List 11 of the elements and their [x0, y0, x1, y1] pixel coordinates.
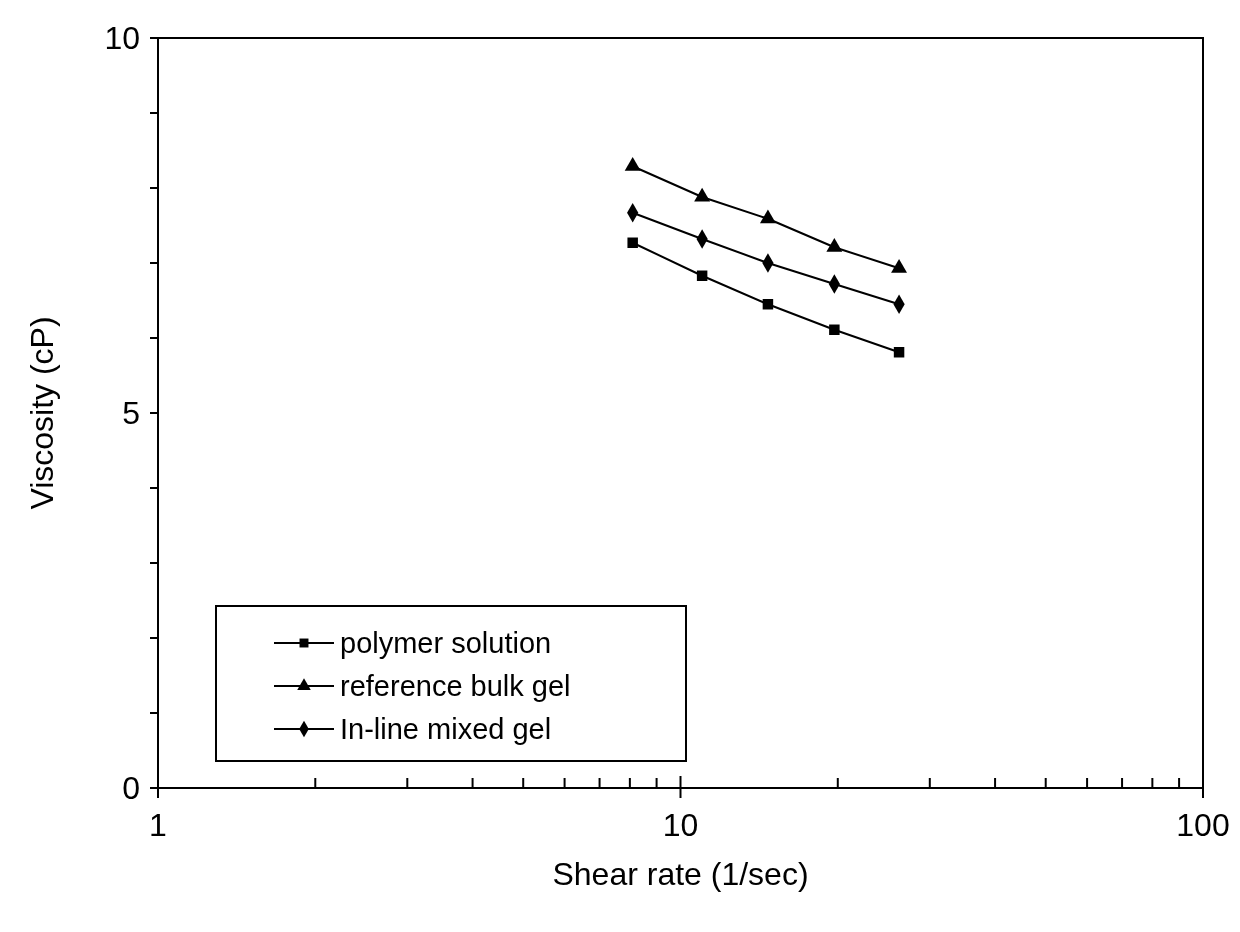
legend-label: polymer solution: [340, 627, 552, 659]
x-tick-label: 10: [662, 807, 699, 843]
y-tick-label: 10: [104, 20, 140, 56]
x-axis-title: Shear rate (1/sec): [552, 856, 809, 892]
legend-label: reference bulk gel: [340, 670, 571, 702]
y-tick-label: 5: [122, 395, 140, 431]
y-axis-title: Viscosity (cP): [24, 316, 60, 510]
x-tick-label: 100: [1176, 807, 1230, 843]
y-tick-label: 0: [122, 770, 140, 806]
legend-label: In-line mixed gel: [340, 713, 552, 745]
x-tick-label: 1: [149, 807, 167, 843]
